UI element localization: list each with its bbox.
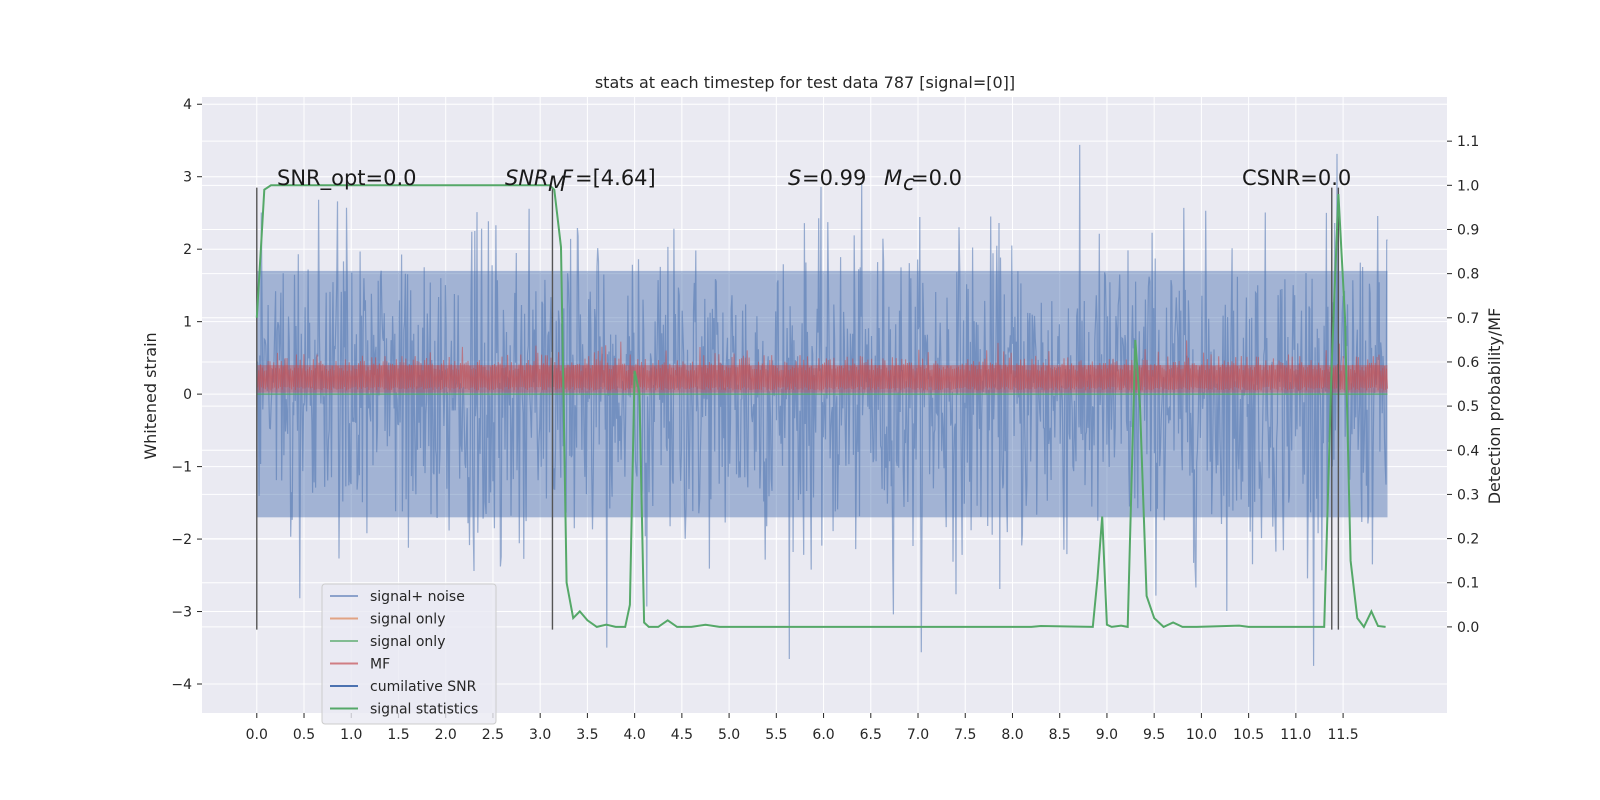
signal-statistics-series [255, 184, 1386, 629]
right-y-axis-label: Detection probability/MF [1485, 308, 1504, 505]
x-tick-label: 1.5 [387, 727, 409, 743]
x-tick-label: 10.5 [1233, 727, 1264, 743]
left-y-tick-label: −2 [171, 532, 192, 548]
legend-label: signal only [370, 634, 445, 650]
mf-line [256, 340, 1388, 391]
snr-mf-symbol: SNR [505, 166, 549, 190]
snr-opt-annotation: SNR_opt=0.0 [277, 166, 417, 191]
legend-label: signal only [370, 612, 445, 628]
x-tick-label: 0.5 [293, 727, 315, 743]
mc-annotation: =0.0 [911, 166, 962, 190]
snr-mf-symbol-f: F [561, 166, 574, 190]
right-y-tick-label: 0.1 [1457, 576, 1479, 592]
left-y-tick-label: 3 [183, 170, 192, 186]
right-y-tick-label: 1.1 [1457, 134, 1479, 150]
left-y-tick-label: 2 [183, 242, 192, 258]
x-tick-label: 4.0 [623, 727, 645, 743]
x-tick-label: 5.5 [765, 727, 787, 743]
right-y-tick-label: 0.0 [1457, 620, 1479, 636]
s-annotation: =0.99 [802, 166, 866, 190]
legend: signal+ noise signal only signal only MF cum… [321, 583, 497, 725]
x-axis-ticks: 0.0 0.5 1.0 1.5 2.0 2.5 3.0 3.5 4.0 4.5 5.0 5.5 6.0 6… [246, 713, 1359, 743]
legend-box [321, 583, 497, 725]
x-tick-label: 8.0 [1001, 727, 1023, 743]
x-tick-label: 5.0 [718, 727, 740, 743]
right-y-tick-label: 1.0 [1457, 178, 1479, 194]
x-tick-label: 7.5 [954, 727, 976, 743]
x-tick-label: 8.5 [1049, 727, 1071, 743]
right-y-tick-label: 0.3 [1457, 487, 1479, 503]
legend-label: signal+ noise [370, 589, 465, 605]
x-tick-label: 4.5 [671, 727, 693, 743]
right-y-tick-label: 0.5 [1457, 399, 1479, 415]
legend-label: signal statistics [370, 702, 478, 718]
right-y-tick-label: 0.6 [1457, 355, 1479, 371]
vertical-markers [256, 187, 1340, 630]
legend-label: MF [370, 657, 390, 673]
right-y-tick-label: 0.9 [1457, 222, 1479, 238]
left-y-tick-label: −4 [171, 677, 192, 693]
left-y-tick-label: −3 [171, 605, 192, 621]
left-y-tick-label: 0 [183, 387, 192, 403]
x-tick-label: 9.5 [1143, 727, 1165, 743]
x-tick-label: 3.0 [529, 727, 551, 743]
snr-mf-subscript: M [548, 172, 566, 196]
x-tick-label: 7.0 [907, 727, 929, 743]
mc-subscript: c [903, 171, 915, 195]
right-y-tick-label: 0.2 [1457, 532, 1479, 548]
x-tick-label: 9.0 [1096, 727, 1118, 743]
left-y-tick-label: 4 [183, 97, 192, 113]
x-tick-label: 2.5 [482, 727, 504, 743]
left-y-axis-ticks: −4 −3 −2 −1 0 1 2 3 4 [171, 97, 202, 693]
mf-series [256, 340, 1388, 393]
x-tick-label: 3.5 [576, 727, 598, 743]
right-y-axis-ticks: 0.0 0.1 0.2 0.3 0.4 0.5 0.6 0.7 0.8 0.9 1.0 1.1 [1447, 134, 1479, 636]
chart-title: stats at each timestep for test data 787… [595, 73, 1015, 92]
x-tick-label: 0.0 [246, 727, 268, 743]
x-tick-label: 2.0 [435, 727, 457, 743]
left-y-tick-label: 1 [183, 315, 192, 331]
right-y-tick-label: 0.7 [1457, 311, 1479, 327]
x-tick-label: 6.0 [812, 727, 834, 743]
x-tick-label: 1.0 [340, 727, 362, 743]
x-tick-label: 11.5 [1328, 727, 1359, 743]
x-tick-label: 6.5 [860, 727, 882, 743]
mc-symbol: M [884, 166, 902, 190]
left-y-tick-label: −1 [171, 460, 192, 476]
snr-mf-annotation: =[4.64] [575, 166, 656, 190]
csnr-annotation: CSNR=0.0 [1242, 166, 1351, 190]
legend-label: cumilative SNR [370, 679, 477, 695]
right-y-tick-label: 0.8 [1457, 267, 1479, 283]
left-y-axis-label: Whitened strain [141, 332, 160, 459]
s-symbol: S [788, 166, 801, 190]
x-tick-label: 10.0 [1186, 727, 1217, 743]
signal-statistics-line [255, 184, 1386, 629]
x-tick-label: 11.0 [1280, 727, 1311, 743]
annotations: SNR_opt=0.0 SNR M F =[4.64] S =0.99 M c … [277, 166, 1351, 196]
right-y-tick-label: 0.4 [1457, 443, 1479, 459]
